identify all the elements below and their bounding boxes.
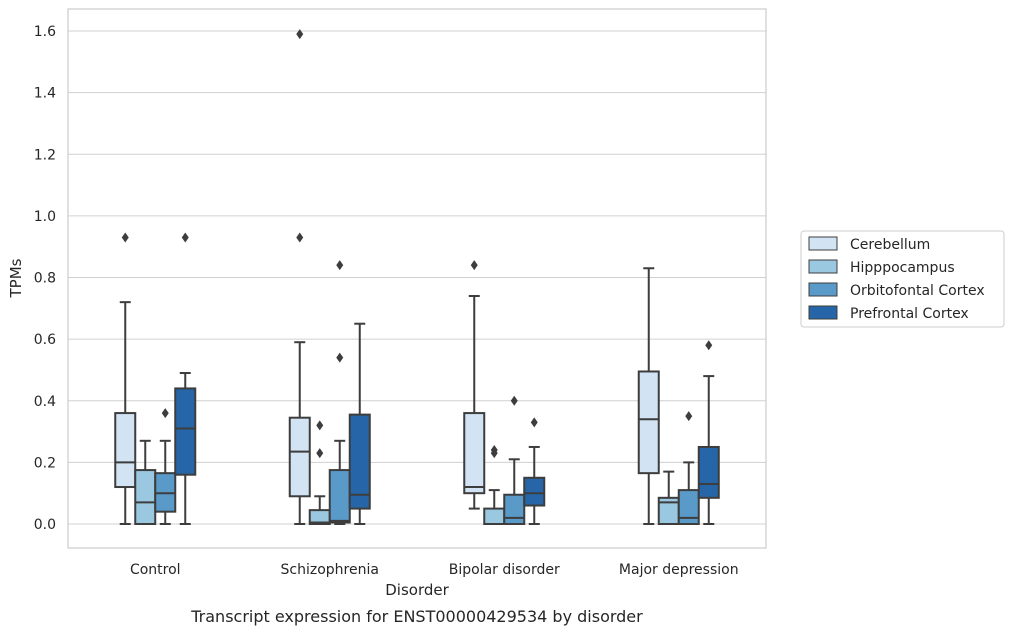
outlier-point [490,445,498,456]
outlier-point [336,260,344,271]
y-tick-label: 1.0 [34,209,56,225]
y-tick-label: 1.2 [34,147,56,163]
box [637,370,660,475]
y-tick-label: 0.8 [34,271,56,287]
legend-label: Hipppocampus [850,260,955,276]
outlier-point [705,340,713,351]
box-group [523,417,546,525]
box-group [503,395,526,525]
box-group [174,232,197,525]
outlier-point [470,260,478,271]
outlier-point [296,232,304,243]
box [134,469,157,525]
legend-frame [800,230,1005,328]
outlier-point [316,448,324,459]
box [288,416,311,498]
box-group [657,470,680,526]
box-group [114,232,137,525]
outlier-point [121,232,129,243]
legend-swatch [808,282,838,297]
y-tick-label: 0.6 [34,332,56,348]
box [523,476,546,507]
box-group [154,408,177,525]
y-tick-labels: 0.0 0.2 0.4 0.6 0.8 1.0 1.2 1.4 1.6 [34,24,56,533]
y-tick-label: 0.0 [34,517,56,533]
plot-area-frame [67,8,767,549]
legend-items: Cerebellum Hipppocampus Orbitofontal Corte… [808,236,985,322]
outlier-point [161,408,169,419]
outlier-point [685,411,693,422]
outlier-point [296,29,304,40]
box [483,507,506,525]
box [114,412,137,489]
chart-caption: Transcript expression for ENST0000042953… [190,607,643,626]
box [463,412,486,495]
plot-area-background [68,9,766,548]
box-group [697,340,720,525]
boxes [114,29,720,526]
legend-swatch [808,236,838,251]
y-axis-label: TPMs [7,258,25,298]
y-tick-label: 0.4 [34,394,56,410]
x-tick-label: Control [130,562,181,578]
box [328,469,351,524]
box-group [134,439,157,525]
legend-label: Cerebellum [850,237,930,253]
legend-swatch [808,259,838,274]
outlier-point [336,352,344,363]
box [174,387,197,476]
x-tick-label: Schizophrenia [281,562,379,578]
y-tick-label: 0.2 [34,455,56,471]
outlier-point [316,420,324,431]
x-tick-label: Major depression [619,562,739,578]
outlier-point [510,395,518,406]
box [677,489,700,526]
x-tick-labels: Control Schizophrenia Bipolar disorder Majo… [130,562,739,578]
box-group [637,267,660,525]
legend-label: Orbitofontal Cortex [850,283,985,299]
outlier-point [530,417,538,428]
x-axis-label: Disorder [385,581,449,599]
box-group [677,411,700,526]
box-group [288,29,311,525]
box [348,413,371,510]
box [503,493,526,525]
y-tick-label: 1.6 [34,24,56,40]
box-group [348,322,371,525]
outlier-point [181,232,189,243]
box-group [463,260,486,510]
legend-label: Prefrontal Cortex [850,306,969,322]
x-tick-label: Bipolar disorder [449,562,560,578]
y-tick-label: 1.4 [34,86,56,102]
box [697,445,720,499]
legend-swatch [808,305,838,320]
legend: Cerebellum Hipppocampus Orbitofontal Corte… [800,230,1005,328]
